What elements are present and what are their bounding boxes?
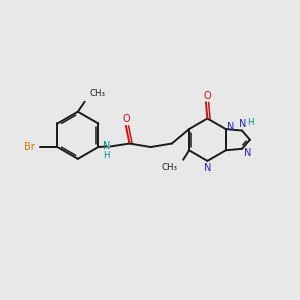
Text: CH₃: CH₃ [90, 89, 106, 98]
Text: O: O [123, 114, 130, 124]
Text: CH₃: CH₃ [162, 163, 178, 172]
Text: N: N [244, 148, 251, 158]
Text: H: H [103, 151, 110, 160]
Text: H: H [248, 118, 254, 127]
Text: N: N [204, 163, 211, 173]
Text: N: N [227, 122, 235, 132]
Text: Br: Br [24, 142, 35, 152]
Text: O: O [203, 91, 211, 101]
Text: N: N [103, 141, 110, 151]
Text: N: N [239, 119, 247, 129]
